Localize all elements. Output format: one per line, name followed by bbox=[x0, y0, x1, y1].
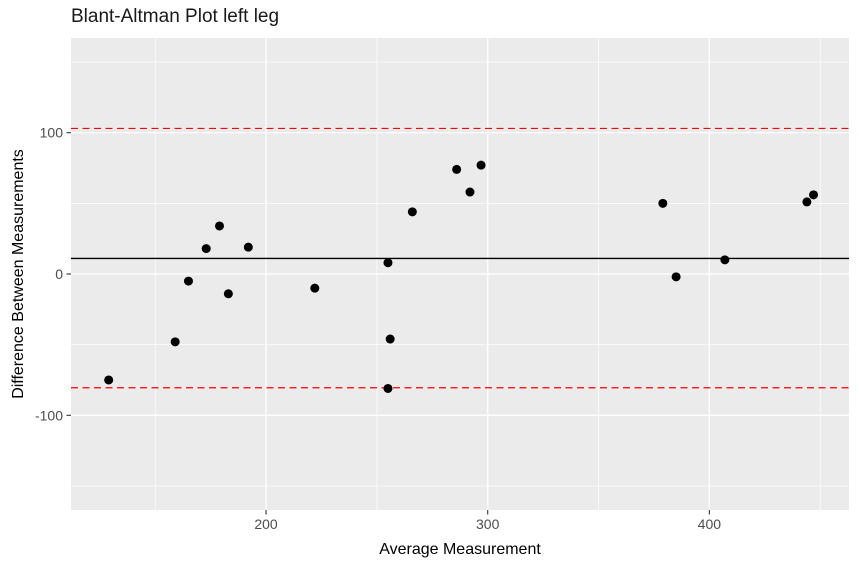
data-point bbox=[476, 160, 486, 170]
x-tick-label: 200 bbox=[254, 516, 278, 532]
data-point bbox=[310, 283, 320, 293]
data-point bbox=[407, 207, 417, 217]
data-point bbox=[465, 187, 475, 197]
y-tick-label: -100 bbox=[35, 407, 63, 423]
data-point bbox=[671, 272, 681, 282]
data-point bbox=[383, 258, 393, 268]
y-tick-label: 100 bbox=[40, 125, 64, 141]
data-point bbox=[802, 197, 812, 207]
data-point bbox=[658, 198, 668, 208]
data-point bbox=[223, 289, 233, 299]
data-point bbox=[201, 244, 211, 254]
data-point bbox=[183, 276, 193, 286]
x-tick-label: 300 bbox=[476, 516, 500, 532]
data-point bbox=[215, 221, 225, 231]
data-point bbox=[170, 337, 180, 347]
data-point bbox=[383, 383, 393, 393]
data-point bbox=[809, 190, 819, 200]
data-point bbox=[452, 164, 462, 174]
data-point bbox=[243, 242, 253, 252]
y-tick-label: 0 bbox=[55, 266, 63, 282]
x-tick-label: 400 bbox=[698, 516, 722, 532]
y-axis-title: Difference Between Measurements bbox=[10, 149, 27, 399]
data-point bbox=[385, 334, 395, 344]
x-axis-title: Average Measurement bbox=[379, 541, 541, 558]
data-point bbox=[720, 255, 730, 265]
chart-title: Blant-Altman Plot left leg bbox=[71, 6, 280, 27]
data-point bbox=[104, 375, 114, 385]
